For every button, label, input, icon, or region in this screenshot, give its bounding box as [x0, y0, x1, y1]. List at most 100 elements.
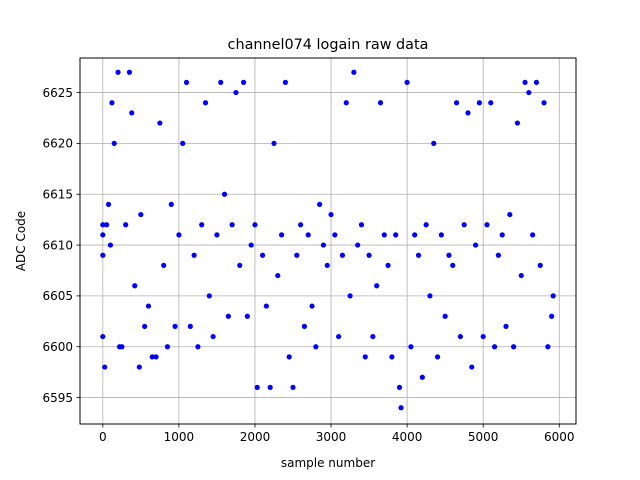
x-tick-label: 2000	[240, 430, 271, 444]
data-point	[362, 354, 368, 360]
data-point	[267, 384, 273, 390]
data-point	[123, 222, 129, 228]
plot-frame	[79, 57, 577, 425]
chart-title: channel074 logain raw data	[228, 37, 429, 53]
data-point	[499, 232, 505, 238]
data-point	[431, 140, 437, 146]
y-tick-label: 6605	[42, 289, 73, 303]
data-point	[385, 262, 391, 268]
data-point	[450, 262, 456, 268]
data-point	[480, 333, 486, 340]
data-point	[206, 293, 212, 299]
data-point	[109, 100, 115, 106]
x-tick-label: 6000	[544, 430, 575, 444]
data-point	[343, 100, 349, 106]
data-point	[495, 252, 502, 258]
data-point	[541, 100, 547, 106]
data-point	[294, 252, 300, 258]
data-point	[533, 79, 540, 85]
data-point	[511, 344, 517, 350]
data-point	[100, 232, 106, 238]
data-point	[374, 283, 380, 289]
x-tick-label: 3000	[316, 430, 347, 444]
data-point	[290, 384, 296, 390]
grid-lines	[80, 58, 576, 424]
x-axis-label: sample number	[281, 456, 375, 470]
data-point	[530, 232, 536, 238]
data-point	[332, 232, 338, 238]
data-point	[138, 211, 144, 218]
data-point	[526, 89, 532, 96]
data-point	[537, 262, 543, 268]
data-point	[214, 232, 220, 238]
data-point	[126, 69, 133, 75]
data-point	[254, 384, 260, 390]
data-point	[419, 374, 425, 380]
data-point	[237, 262, 243, 268]
data-point	[104, 222, 110, 228]
data-point	[199, 222, 205, 228]
data-point	[457, 333, 463, 340]
data-point	[469, 364, 475, 370]
data-point	[370, 333, 376, 340]
data-point	[301, 323, 308, 329]
data-point	[149, 354, 155, 360]
data-point	[107, 242, 114, 248]
data-point	[549, 313, 555, 319]
data-point	[488, 100, 494, 106]
data-point	[298, 222, 304, 228]
x-axis-ticks: 0 1000 2000 3000 4000 5000 6000	[99, 424, 575, 444]
data-point	[446, 252, 452, 258]
data-point	[317, 201, 323, 207]
data-point	[100, 252, 106, 258]
data-point	[507, 211, 513, 218]
data-point	[132, 283, 138, 289]
data-point	[263, 303, 269, 309]
y-tick-label: 6610	[42, 238, 73, 252]
data-point	[225, 313, 231, 319]
x-tick-label: 1000	[164, 430, 195, 444]
data-point	[442, 313, 448, 319]
data-point	[423, 222, 429, 228]
data-point	[248, 242, 254, 248]
data-point	[550, 293, 556, 299]
data-point	[259, 252, 266, 258]
data-point	[252, 222, 258, 228]
data-point	[366, 252, 372, 258]
data-point	[202, 100, 209, 106]
data-point	[244, 313, 250, 319]
data-point	[286, 354, 292, 360]
data-point	[415, 252, 422, 258]
data-point	[187, 323, 193, 329]
data-point	[168, 201, 174, 207]
data-point	[351, 69, 357, 75]
y-tick-label: 6595	[42, 391, 73, 405]
data-point	[195, 344, 201, 350]
data-point	[355, 242, 361, 248]
data-point	[136, 364, 142, 370]
data-point	[119, 344, 125, 350]
data-point	[145, 303, 152, 309]
data-point	[461, 222, 467, 228]
y-tick-label: 6600	[42, 340, 73, 354]
data-point	[492, 344, 498, 350]
data-point	[393, 232, 399, 238]
data-point	[115, 69, 121, 75]
data-point	[164, 344, 171, 350]
data-point	[503, 323, 509, 329]
data-point	[282, 79, 288, 85]
data-point	[176, 232, 182, 238]
data-point	[522, 79, 528, 85]
data-point	[434, 354, 441, 360]
data-point	[389, 354, 395, 360]
data-point	[100, 333, 106, 340]
data-point	[328, 211, 334, 218]
data-point	[102, 364, 108, 370]
x-tick-label: 4000	[392, 430, 423, 444]
data-point	[191, 252, 197, 258]
data-point	[404, 79, 410, 85]
data-point	[218, 79, 224, 85]
data-point	[396, 384, 403, 390]
data-point	[161, 262, 167, 268]
